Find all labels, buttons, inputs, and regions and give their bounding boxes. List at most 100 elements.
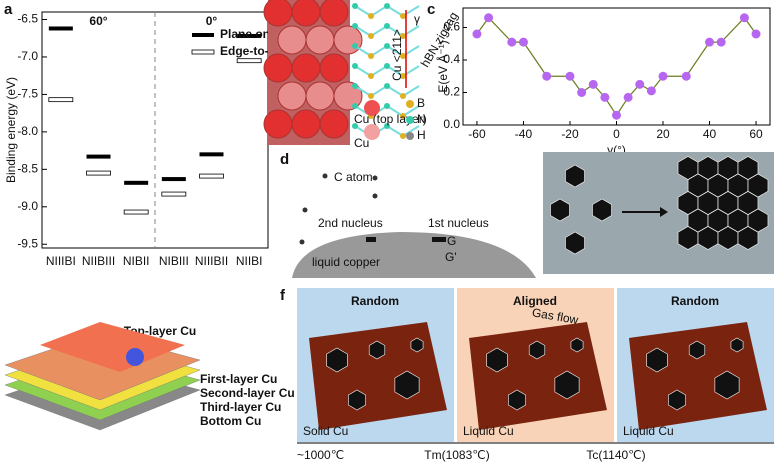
nucleus — [366, 237, 376, 242]
group-label: 60° — [89, 14, 107, 28]
graphene-domain — [730, 337, 744, 353]
x-tick-label: 40 — [703, 127, 717, 141]
x-tick-label: 60 — [749, 127, 763, 141]
cu-atom — [319, 109, 349, 139]
atom — [384, 63, 390, 69]
hexagon — [592, 198, 612, 222]
hexagon — [565, 164, 585, 188]
legend-atom — [406, 116, 414, 124]
direction-label: Cu <211> — [390, 29, 404, 81]
graphene-domain — [348, 389, 366, 411]
bond — [354, 25, 372, 37]
atom — [384, 3, 390, 9]
legend-label: H — [417, 128, 426, 142]
atom — [400, 93, 406, 99]
marker — [739, 13, 749, 23]
cu-atom — [333, 25, 363, 55]
y-axis-label: E(eV Å⁻¹) — [435, 40, 450, 92]
text: Bottom Cu — [200, 414, 261, 428]
y-tick-label: -7.0 — [17, 49, 38, 63]
hexagon — [565, 231, 585, 255]
bond — [354, 85, 372, 97]
legend-atom — [364, 124, 380, 140]
x-tick-label: NIBII — [123, 254, 150, 268]
graphene-domain — [668, 389, 686, 411]
bond — [370, 5, 388, 17]
bond — [386, 105, 404, 117]
bond — [402, 85, 420, 97]
level-mark — [237, 33, 262, 38]
graphene-domain — [368, 340, 386, 360]
graphene-domain — [410, 337, 424, 353]
temperature: Tc(1140℃) — [586, 448, 645, 462]
panel-label: d — [280, 151, 289, 168]
graphene-domain — [714, 370, 740, 400]
y-tick-label: 0.6 — [443, 20, 460, 34]
legend-swatch — [191, 49, 215, 55]
gamma: γ — [414, 12, 420, 26]
bond — [386, 45, 404, 57]
atom — [352, 3, 358, 9]
marker — [542, 71, 552, 81]
y-tick-label: -8.5 — [17, 162, 38, 176]
graphene-domain — [486, 347, 508, 373]
atom — [352, 23, 358, 29]
level-mark — [161, 177, 186, 182]
atom — [384, 103, 390, 109]
text: C atom — [334, 170, 373, 184]
cu-atom — [291, 109, 321, 139]
hexagon — [550, 198, 570, 222]
c-atom — [372, 175, 378, 181]
marker — [507, 37, 517, 47]
x-tick-label: -20 — [561, 127, 579, 141]
y-tick-label: 0.4 — [443, 52, 460, 66]
atom — [400, 13, 406, 19]
text: 2nd nucleus — [318, 216, 383, 230]
legend-atom — [406, 132, 414, 140]
plot-frame — [462, 7, 771, 126]
marker — [472, 29, 482, 39]
atom — [368, 73, 374, 79]
atom — [400, 33, 406, 39]
marker — [600, 92, 610, 102]
cu-atom — [319, 53, 349, 83]
atom — [352, 43, 358, 49]
bond — [386, 125, 404, 137]
text: G — [447, 234, 456, 248]
level-mark — [86, 170, 111, 176]
graphene-domain — [326, 347, 348, 373]
x-tick-label: NIIBIII — [82, 254, 115, 268]
level-mark — [123, 209, 149, 215]
marker — [623, 92, 633, 102]
graphene-domain — [394, 370, 420, 400]
legend-swatch — [192, 33, 214, 37]
text: liquid copper — [312, 255, 380, 269]
tile-title: Random — [671, 294, 719, 308]
panel-label: a — [4, 1, 13, 18]
c-atom — [322, 173, 328, 179]
cu-atom — [263, 53, 293, 83]
bond — [370, 25, 388, 37]
bond — [386, 25, 404, 37]
level-mark — [86, 154, 111, 159]
temperature: Tm(1083℃) — [424, 448, 490, 462]
x-tick-label: -60 — [468, 127, 486, 141]
atom — [368, 53, 374, 59]
atom — [368, 93, 374, 99]
x-tick-label: NIIIBII — [195, 254, 228, 268]
c-atom — [302, 207, 308, 213]
marker — [577, 88, 587, 97]
marker — [484, 13, 494, 23]
graphene-domain — [646, 347, 668, 373]
atom — [384, 23, 390, 29]
marker — [716, 37, 726, 47]
graphene-domain — [528, 340, 546, 360]
y-tick-label: 0.2 — [443, 85, 460, 99]
legend-label: Cu (top layer) — [354, 112, 427, 126]
atom — [368, 33, 374, 39]
bond — [386, 85, 404, 97]
top-layer — [40, 322, 185, 372]
legend-label: Cu — [354, 136, 369, 150]
y-tick-label: -8.0 — [17, 124, 38, 138]
